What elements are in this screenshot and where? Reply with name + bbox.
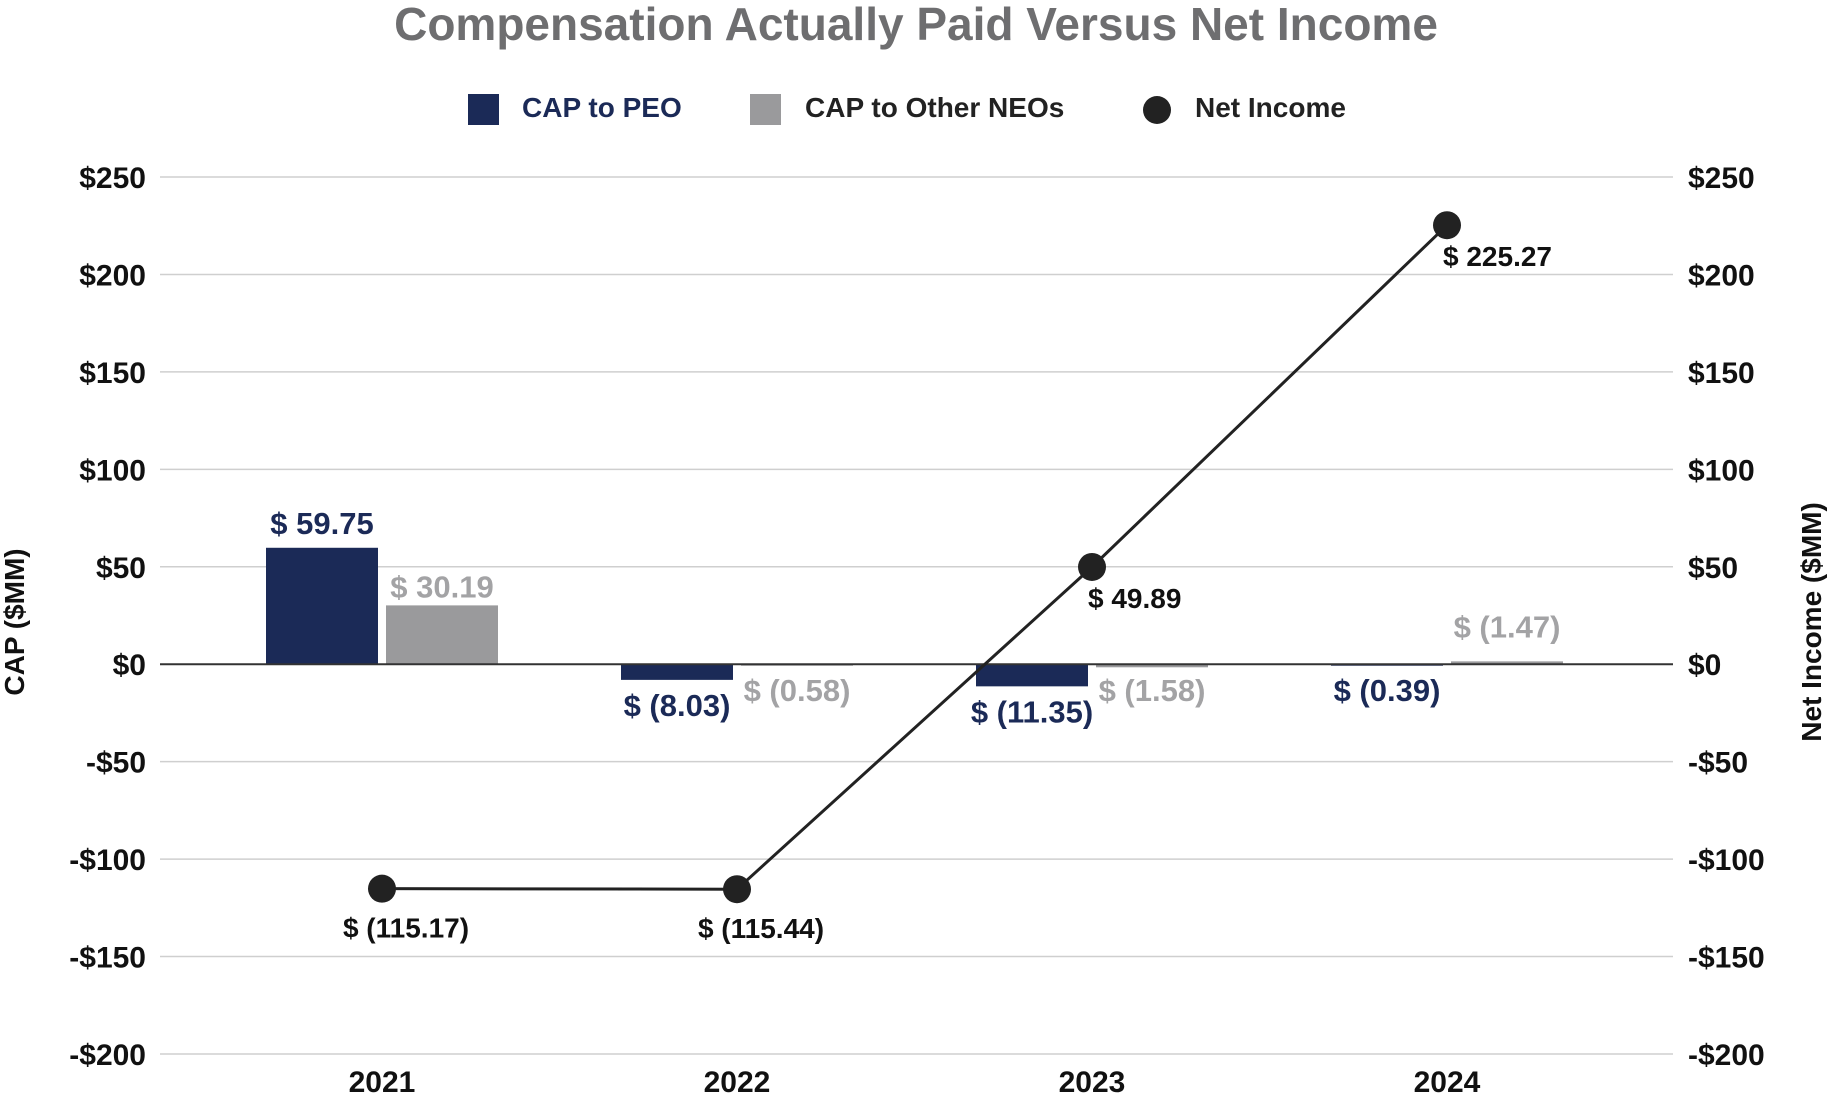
data-label-net-income-2022: $ (115.44) <box>698 913 824 944</box>
right-axis-title: Net Income ($MM) <box>1796 502 1827 742</box>
left-axis-tick-label: -$50 <box>86 747 146 780</box>
left-axis-tick-label: $50 <box>96 552 146 585</box>
left-axis-tick-label: -$150 <box>69 942 146 975</box>
right-axis-tick-label: -$150 <box>1688 942 1765 975</box>
x-axis-ticks: 2021 2022 2023 2024 <box>349 1066 1481 1099</box>
bar-cap-neos-2021 <box>386 605 498 665</box>
legend-label-cap-peo: CAP to PEO <box>522 92 682 123</box>
right-axis-ticks: $250 $200 $150 $100 $50 $0 -$50 -$100 -$150 -$200 <box>1688 162 1765 1072</box>
right-axis-tick-label: $250 <box>1688 162 1755 195</box>
data-label-cap-peo-2024: $ (0.39) <box>1334 673 1441 708</box>
left-axis-title: CAP ($MM) <box>0 548 30 695</box>
bar-cap-peo-2021 <box>266 547 378 665</box>
net-income-point-2023 <box>1078 552 1106 581</box>
left-axis-tick-label: $0 <box>113 649 146 682</box>
net-income-point-2024 <box>1433 211 1461 240</box>
bar-cap-neos-2023 <box>1096 664 1208 668</box>
x-axis-tick-label: 2024 <box>1414 1066 1481 1099</box>
bar-cap-peo-2022 <box>621 664 733 680</box>
right-axis-tick-label: $200 <box>1688 259 1755 292</box>
data-label-cap-neos-2022: $ (0.58) <box>744 673 851 708</box>
data-label-cap-neos-2023: $ (1.58) <box>1099 673 1206 708</box>
data-label-cap-neos-2021: $ 30.19 <box>390 569 493 604</box>
left-axis-tick-label: -$200 <box>69 1039 146 1072</box>
net-income-point-2022 <box>723 875 751 904</box>
x-axis-tick-label: 2023 <box>1059 1066 1126 1099</box>
data-label-cap-neos-2024: $ (1.47) <box>1454 609 1561 644</box>
left-axis-tick-label: $250 <box>79 162 146 195</box>
gridlines <box>160 176 1673 1055</box>
data-label-cap-peo-2022: $ (8.03) <box>624 688 731 723</box>
right-axis-tick-label: $150 <box>1688 357 1755 390</box>
bars <box>266 547 1563 687</box>
net-income-point-2021 <box>368 874 396 903</box>
right-axis-tick-label: -$100 <box>1688 844 1765 877</box>
chart-title: Compensation Actually Paid Versus Net In… <box>394 0 1438 50</box>
legend-marker-net-income <box>1143 96 1171 124</box>
x-axis-tick-label: 2021 <box>349 1066 416 1099</box>
right-axis-tick-label: $0 <box>1688 649 1721 682</box>
right-axis-tick-label: -$200 <box>1688 1039 1765 1072</box>
data-label-net-income-2024: $ 225.27 <box>1443 241 1552 272</box>
data-label-cap-peo-2021: $ 59.75 <box>270 506 373 541</box>
legend-label-cap-neos: CAP to Other NEOs <box>805 92 1064 123</box>
legend-label-net-income: Net Income <box>1195 92 1346 123</box>
left-axis-tick-label: $150 <box>79 357 146 390</box>
right-axis-tick-label: $50 <box>1688 552 1738 585</box>
data-label-net-income-2021: $ (115.17) <box>343 913 469 944</box>
bar-cap-peo-2023 <box>976 664 1088 687</box>
x-axis-tick-label: 2022 <box>704 1066 771 1099</box>
right-axis-tick-label: -$50 <box>1688 747 1748 780</box>
data-labels: $ 59.75$ 30.19$ (8.03) $ (0.58)$ (11.35)$… <box>270 241 1560 944</box>
net-income-line <box>381 224 1449 891</box>
right-axis-tick-label: $100 <box>1688 454 1755 487</box>
data-label-net-income-2023: $ 49.89 <box>1088 583 1181 614</box>
left-axis-tick-label: $100 <box>79 454 146 487</box>
left-axis-ticks: $250 $200 $150 $100 $50 $0 -$50 -$100 -$150 -$200 <box>69 162 146 1072</box>
net-income-series <box>368 211 1461 904</box>
left-axis-tick-label: -$100 <box>69 844 146 877</box>
data-label-cap-peo-2023: $ (11.35) <box>971 694 1093 729</box>
left-axis-tick-label: $200 <box>79 259 146 292</box>
legend-swatch-cap-peo <box>468 94 499 125</box>
bar-cap-neos-2024 <box>1451 661 1563 665</box>
legend: CAP to PEO CAP to Other NEOs Net Income <box>468 92 1346 125</box>
legend-swatch-cap-neos <box>750 94 781 125</box>
